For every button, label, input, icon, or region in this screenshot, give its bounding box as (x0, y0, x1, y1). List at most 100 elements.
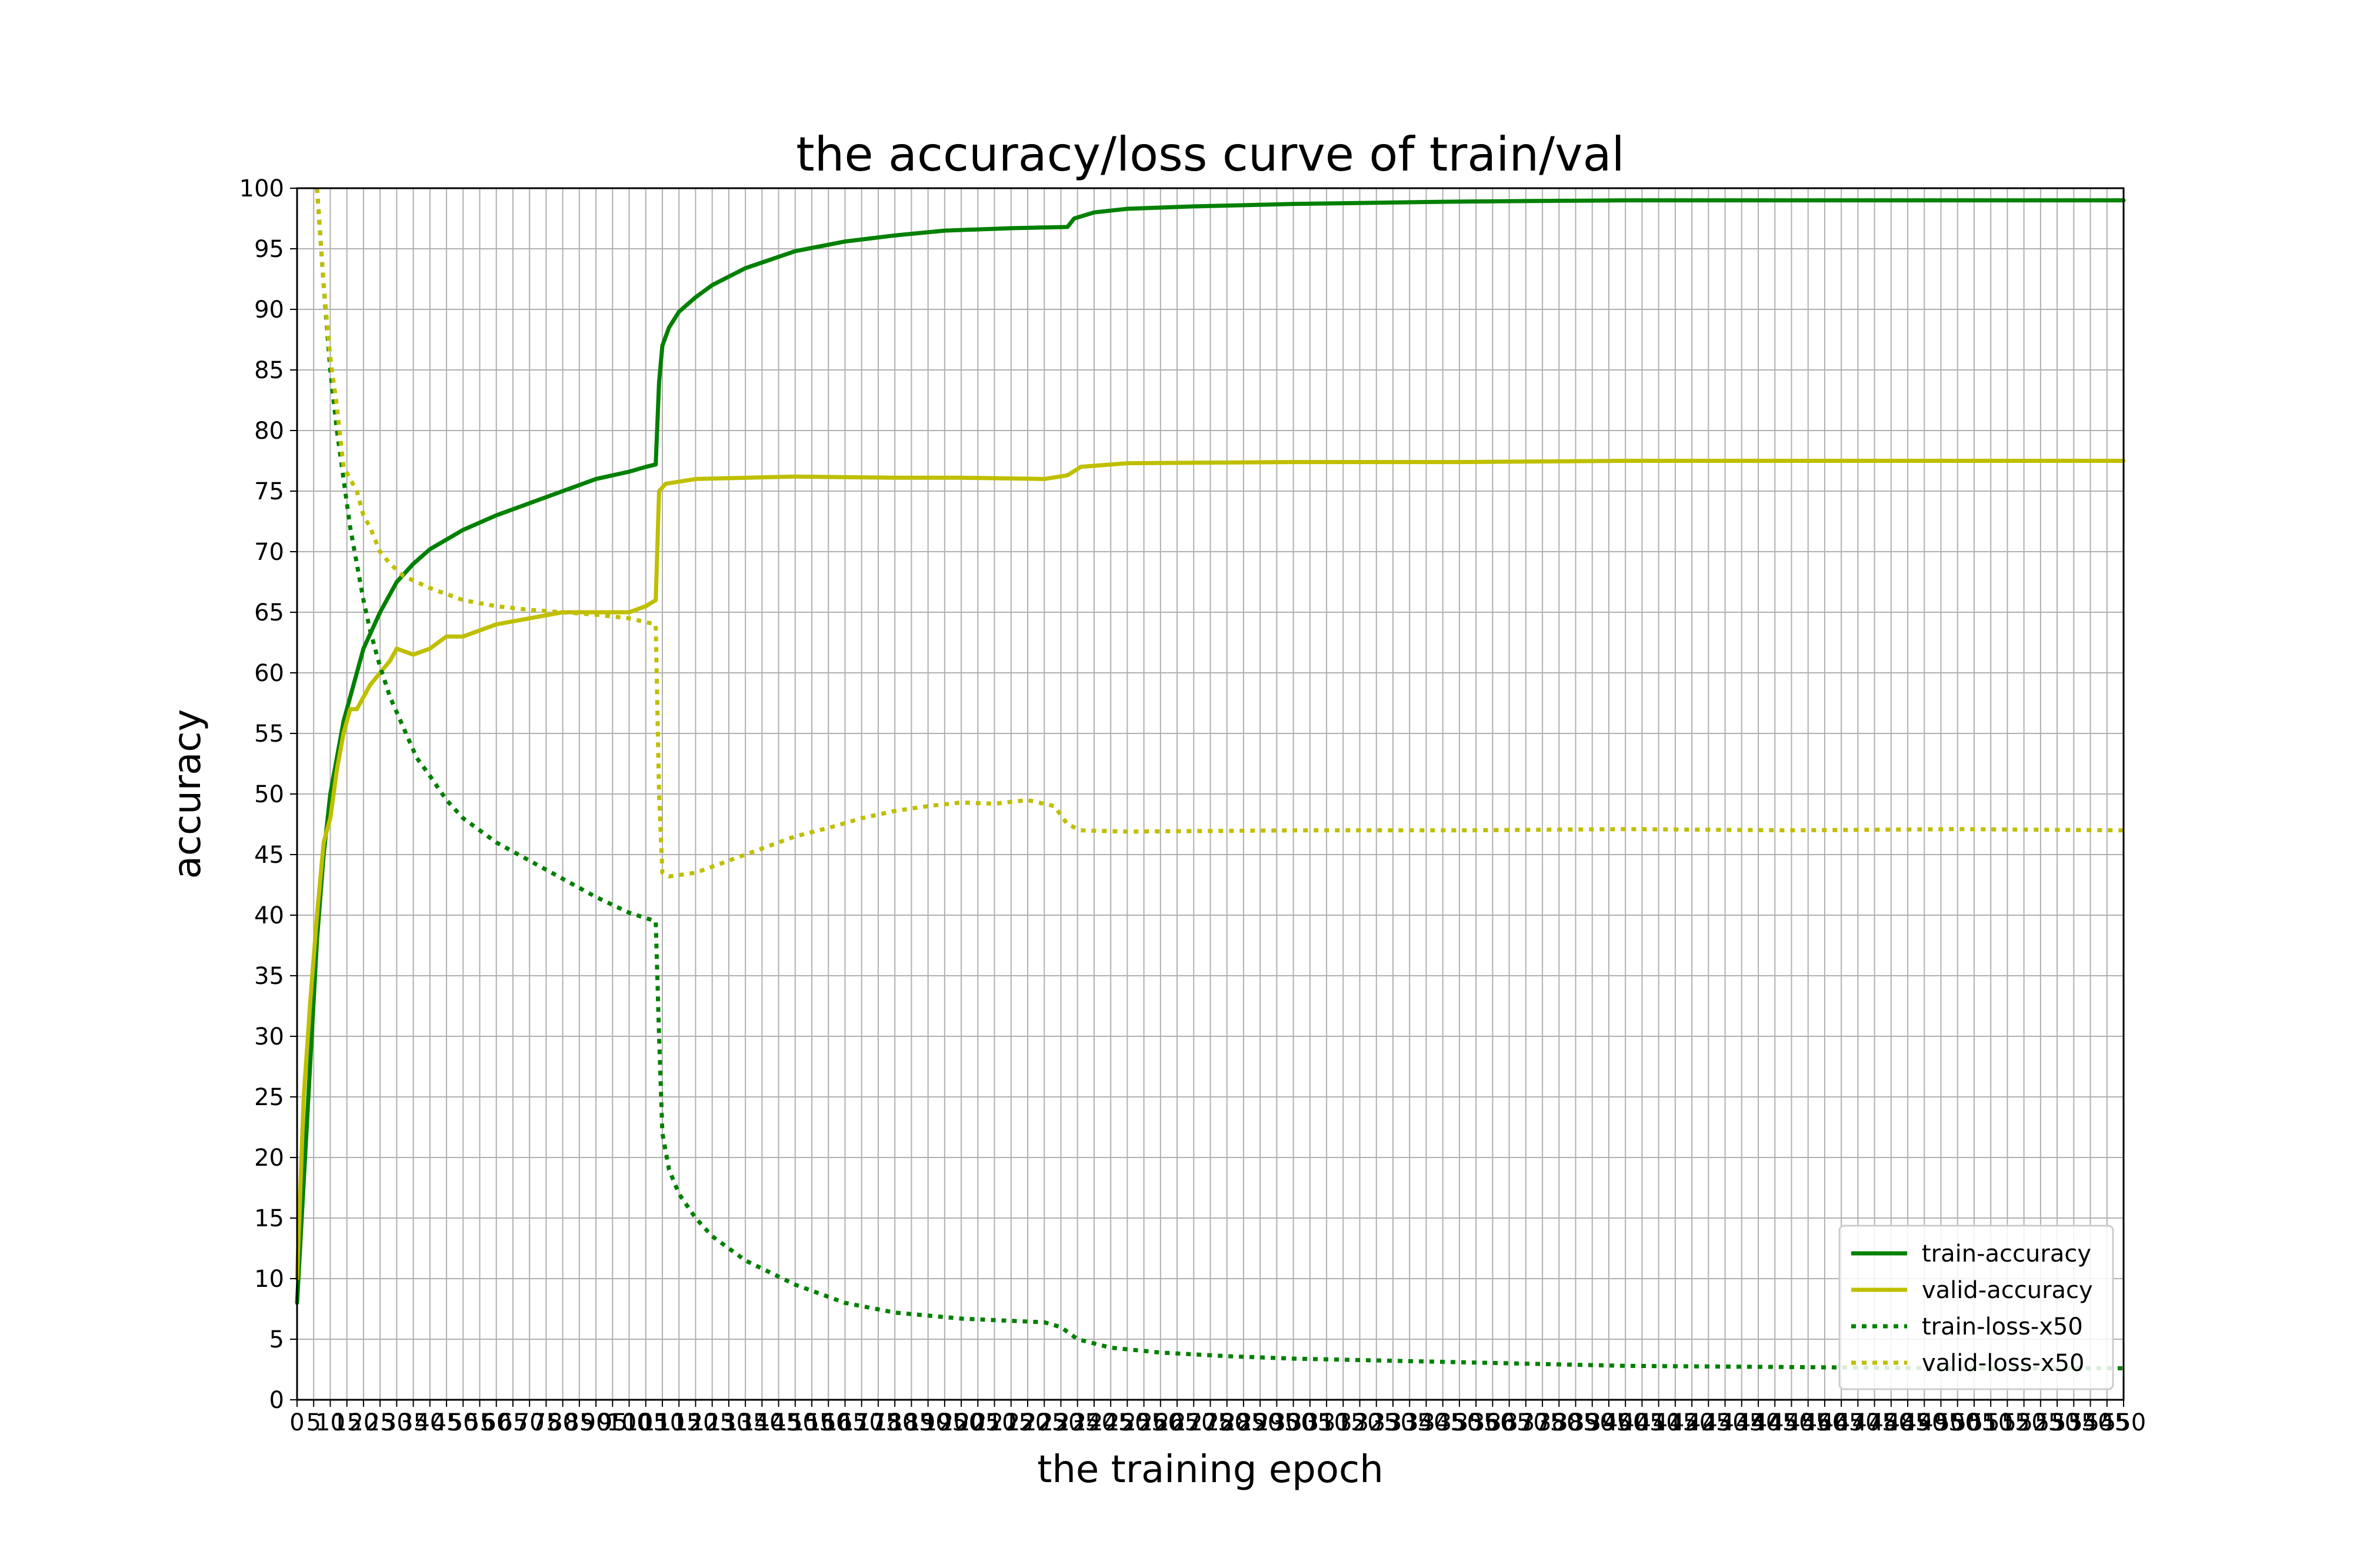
x-tick-label: 350 (1437, 1409, 1482, 1436)
x-tick-label: 175 (856, 1409, 901, 1436)
legend-label-train-accuracy: train-accuracy (1922, 1240, 2091, 1267)
x-tick-label: 45 (432, 1409, 462, 1436)
x-tick-label: 365 (1487, 1409, 1531, 1436)
x-tick-label: 75 (531, 1409, 561, 1436)
x-tick-label: 10 (315, 1409, 345, 1436)
x-tick-label: 120 (673, 1409, 718, 1436)
x-tick-label: 170 (839, 1409, 884, 1436)
y-tick-label: 70 (254, 539, 284, 566)
x-tick-label: 400 (1603, 1409, 1648, 1436)
x-tick-label: 190 (905, 1409, 950, 1436)
x-tick-label: 410 (1636, 1409, 1681, 1436)
series-line-train-accuracy (295, 198, 2126, 1305)
legend: train-accuracy valid-accuracy train-loss-x… (1838, 1225, 2114, 1390)
x-tick-label: 255 (1121, 1409, 1166, 1436)
x-tick-label: 185 (889, 1409, 934, 1436)
x-tick-label: 480 (1869, 1409, 1914, 1436)
x-tick-label: 90 (581, 1409, 611, 1436)
x-tick-label: 290 (1238, 1409, 1282, 1436)
y-tick-label: 95 (254, 236, 284, 263)
x-tick-label: 80 (548, 1409, 578, 1436)
x-tick-label: 450 (1769, 1409, 1814, 1436)
x-tick-label: 405 (1619, 1409, 1664, 1436)
x-tick-label: 445 (1752, 1409, 1797, 1436)
x-tick-label: 265 (1155, 1409, 1199, 1436)
x-tick-label: 415 (1653, 1409, 1698, 1436)
y-tick-label: 85 (254, 357, 284, 384)
x-tick-label: 205 (955, 1409, 1000, 1436)
x-tick-label: 210 (972, 1409, 1016, 1436)
axis-ticks: 0 510152025303540455055606570758085909510… (239, 175, 2147, 1436)
x-tick-label: 430 (1702, 1409, 1747, 1436)
x-axis-label: the training epoch (1037, 1448, 1384, 1492)
x-tick-label: 335 (1387, 1409, 1432, 1436)
y-tick-label: 65 (254, 599, 284, 626)
x-tick-label: 330 (1371, 1409, 1415, 1436)
x-tick-label: 505 (1952, 1409, 1997, 1436)
x-tick-label: 490 (1902, 1409, 1947, 1436)
x-tick-label: 200 (939, 1409, 984, 1436)
x-tick-label: 50 (448, 1409, 478, 1436)
x-tick-label: 520 (2001, 1409, 2046, 1436)
x-tick-label: 340 (1404, 1409, 1448, 1436)
y-tick-label: 100 (239, 175, 284, 202)
x-tick-label: 25 (365, 1409, 395, 1436)
y-tick-label: 5 (269, 1326, 284, 1353)
x-tick-label: 180 (872, 1409, 917, 1436)
x-tick-label: 500 (1935, 1409, 1980, 1436)
x-tick-label: 70 (515, 1409, 545, 1436)
x-tick-label: 280 (1205, 1409, 1249, 1436)
x-tick-label: 525 (2018, 1409, 2063, 1436)
x-tick-label: 5 (306, 1409, 321, 1436)
x-tick-label: 465 (1819, 1409, 1864, 1436)
x-tick-label: 375 (1520, 1409, 1565, 1436)
x-tick-label: 510 (1968, 1409, 2013, 1436)
y-tick-label: 20 (254, 1145, 284, 1172)
x-tick-label: 165 (822, 1409, 867, 1436)
legend-label-valid-loss-x50: valid-loss-x50 (1922, 1350, 2085, 1377)
x-tick-label: 310 (1304, 1409, 1349, 1436)
y-tick-label: 30 (254, 1023, 284, 1050)
x-tick-label: 250 (1105, 1409, 1149, 1436)
y-tick-label: 15 (254, 1205, 284, 1232)
x-tick-label: 145 (756, 1409, 801, 1436)
x-tick-label: 240 (1072, 1409, 1116, 1436)
x-tick-label: 545 (2085, 1409, 2129, 1436)
x-tick-label: 345 (1421, 1409, 1465, 1436)
y-tick-label: 40 (254, 902, 284, 929)
x-tick-label: 55 (465, 1409, 495, 1436)
x-tick-label: 390 (1570, 1409, 1615, 1436)
series-group (295, 188, 2126, 1370)
x-tick-label: 155 (789, 1409, 834, 1436)
x-tick-label: 460 (1802, 1409, 1847, 1436)
x-tick-label: 245 (1088, 1409, 1133, 1436)
chart-title: the accuracy/loss curve of train/val (796, 127, 1624, 182)
x-tick-label: 160 (806, 1409, 851, 1436)
x-tick-label: 355 (1454, 1409, 1498, 1436)
x-tick-label: 100 (606, 1409, 651, 1436)
x-tick-label: 130 (706, 1409, 751, 1436)
x-tick-label: 495 (1918, 1409, 1963, 1436)
y-tick-label: 55 (254, 720, 284, 748)
x-tick-label: 550 (2101, 1409, 2146, 1436)
x-tick-label: 60 (481, 1409, 511, 1436)
x-tick-label: 225 (1022, 1409, 1066, 1436)
x-tick-label: 140 (739, 1409, 784, 1436)
x-tick-label: 320 (1337, 1409, 1382, 1436)
x-tick-label: 85 (564, 1409, 594, 1436)
x-tick-label: 300 (1271, 1409, 1315, 1436)
x-tick-label: 325 (1354, 1409, 1399, 1436)
x-tick-label: 0 (289, 1409, 304, 1436)
y-tick-label: 10 (254, 1266, 284, 1293)
series-line-valid-loss-x50 (315, 188, 2124, 879)
x-tick-label: 455 (1786, 1409, 1831, 1436)
y-tick-label: 90 (254, 296, 284, 323)
x-tick-label: 215 (989, 1409, 1034, 1436)
y-tick-label: 50 (254, 781, 284, 808)
y-tick-label: 35 (254, 963, 284, 990)
x-tick-label: 260 (1138, 1409, 1183, 1436)
x-tick-label: 530 (2035, 1409, 2079, 1436)
x-tick-label: 420 (1669, 1409, 1714, 1436)
